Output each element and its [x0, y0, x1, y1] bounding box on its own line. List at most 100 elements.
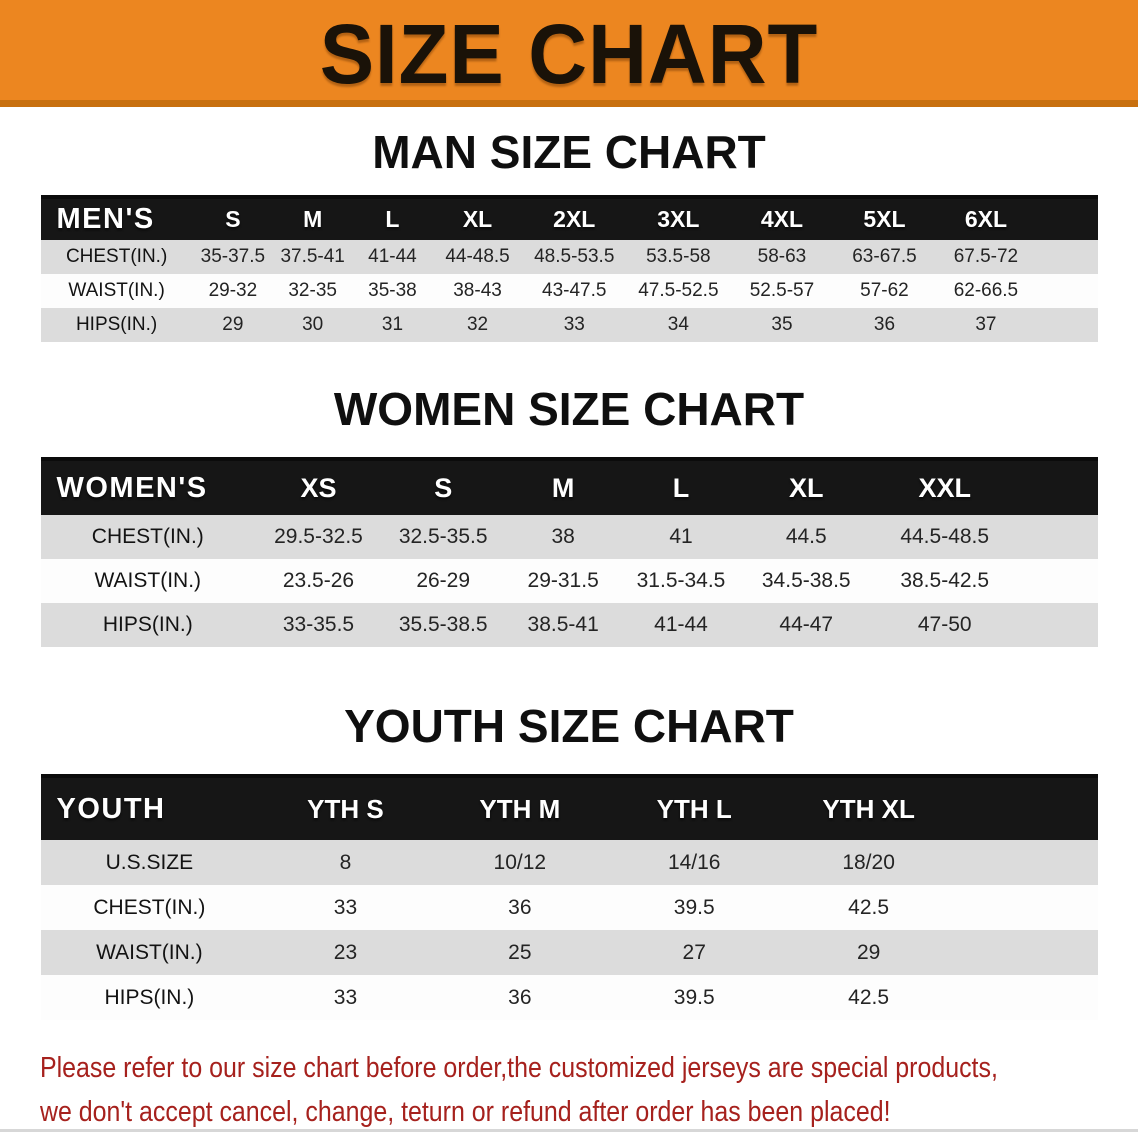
- size-value-cell: 36: [508, 895, 532, 919]
- table-header-row: MEN'S S M L XL 2XL 3XL 4XL 5XL 6XL: [40, 196, 1098, 240]
- size-value-cell: 39.5: [673, 895, 715, 919]
- size-column-header: YTH XL: [822, 793, 915, 824]
- size-value-cell: 58-63: [757, 245, 807, 267]
- size-value-cell: 47-50: [917, 613, 972, 637]
- size-value-cell: 25: [508, 940, 532, 964]
- size-column-header: 5XL: [863, 205, 906, 232]
- size-column-header: YTH S: [307, 793, 384, 824]
- size-value-cell: 31: [381, 313, 404, 335]
- size-value-cell: 44-47: [779, 613, 834, 637]
- size-column-header: L: [672, 472, 690, 503]
- measurement-row: CHEST(IN.) 33 36 39.5 42.5: [40, 885, 1098, 931]
- size-value-cell: 67.5-72: [953, 245, 1019, 267]
- size-value-cell: 26-29: [416, 569, 471, 593]
- measurement-row: U.S.SIZE 8 10/12 14/16 18/20: [40, 840, 1098, 886]
- size-value-cell: 30: [302, 313, 324, 335]
- measurement-row: HIPS(IN.) 33 36 39.5 42.5: [40, 975, 1098, 1021]
- size-value-cell: 34.5-38.5: [761, 569, 851, 593]
- size-column-header: L: [385, 205, 400, 232]
- size-value-cell: 37: [975, 313, 997, 335]
- size-value-cell: 31.5-34.5: [636, 569, 726, 593]
- size-value-cell: 63-67.5: [852, 245, 917, 267]
- size-value-cell: 29.5-32.5: [274, 525, 363, 549]
- size-value-cell: 33-35.5: [282, 613, 355, 637]
- section-women: WOMEN SIZE CHART WOMEN'S XS S M L XL XXL CHEST(…: [0, 384, 1138, 648]
- size-value-cell: 27: [682, 940, 706, 964]
- size-column-header: M: [303, 205, 323, 232]
- spacer-cell: [956, 975, 1098, 1020]
- spacer-cell: [956, 776, 1098, 840]
- size-value-cell: 10/12: [493, 850, 547, 874]
- size-value-cell: 44-48.5: [445, 245, 510, 267]
- spacer-cell: [1017, 515, 1097, 559]
- size-value-cell: 23.5-26: [282, 569, 355, 593]
- size-value-cell: 29-31.5: [527, 569, 599, 593]
- men-size-table: MEN'S S M L XL 2XL 3XL 4XL 5XL 6XL CHEST(IN.) 35-37…: [40, 194, 1098, 342]
- size-column-header: 4XL: [760, 205, 804, 232]
- size-value-cell: 42.5: [848, 895, 890, 919]
- size-value-cell: 38.5-42.5: [900, 569, 990, 593]
- size-column-header: 3XL: [657, 205, 700, 232]
- measurement-row: WAIST(IN.) 29-32 32-35 35-38 38-43 43-47.5 47.…: [40, 273, 1098, 308]
- section-heading-men: MAN SIZE CHART: [372, 126, 766, 178]
- size-value-cell: 29: [222, 313, 244, 335]
- size-column-header: 2XL: [553, 205, 596, 232]
- measurement-row: HIPS(IN.) 33-35.5 35.5-38.5 38.5-41 41-44 44-…: [40, 603, 1098, 648]
- size-value-cell: 33: [333, 985, 358, 1009]
- page-bottom-divider: [0, 1129, 1138, 1132]
- size-value-cell: 8: [339, 850, 352, 874]
- spacer-cell: [1036, 308, 1097, 342]
- size-column-header: XL: [788, 472, 824, 503]
- size-value-cell: 47.5-52.5: [638, 279, 719, 301]
- table-header-row: YOUTH YTH S YTH M YTH L YTH XL: [40, 776, 1098, 841]
- size-value-cell: 33: [333, 895, 358, 919]
- row-label: WAIST(IN.): [96, 940, 203, 964]
- size-value-cell: 39.5: [673, 985, 715, 1009]
- size-value-cell: 34: [667, 313, 689, 335]
- size-column-header: S: [434, 472, 453, 503]
- size-column-header: XL: [462, 205, 493, 232]
- row-label: HIPS(IN.): [75, 313, 158, 335]
- table-header-row: WOMEN'S XS S M L XL XXL: [40, 459, 1098, 516]
- size-value-cell: 36: [873, 313, 896, 335]
- spacer-cell: [1036, 240, 1097, 274]
- size-column-header: YTH L: [656, 793, 732, 824]
- section-youth: YOUTH SIZE CHART YOUTH YTH S YTH M YTH L YTH…: [0, 700, 1138, 1021]
- size-column-header: 6XL: [964, 205, 1008, 232]
- spacer-cell: [1017, 559, 1097, 603]
- women-table-title: WOMEN'S: [56, 471, 208, 504]
- size-column-header: XXL: [918, 472, 971, 503]
- size-value-cell: 41-44: [654, 613, 708, 637]
- size-value-cell: 23: [333, 940, 358, 964]
- size-value-cell: 35: [771, 313, 793, 335]
- size-value-cell: 44.5-48.5: [900, 525, 990, 549]
- size-column-header: S: [225, 205, 241, 232]
- women-size-table: WOMEN'S XS S M L XL XXL CHEST(IN.) 29.5-32.5 32.5…: [40, 457, 1098, 648]
- youth-table-title: YOUTH: [56, 792, 166, 825]
- spacer-cell: [956, 885, 1098, 930]
- measurement-row: CHEST(IN.) 35-37.5 37.5-41 41-44 44-48.5 48.5…: [40, 239, 1098, 274]
- spacer-cell: [1036, 197, 1097, 240]
- size-value-cell: 35-38: [368, 279, 417, 301]
- size-value-cell: 35.5-38.5: [398, 613, 488, 637]
- size-value-cell: 41: [669, 525, 693, 549]
- size-value-cell: 52.5-57: [749, 279, 815, 301]
- spacer-cell: [956, 930, 1098, 975]
- size-value-cell: 32.5-35.5: [398, 525, 488, 549]
- banner: SIZE CHART: [0, 0, 1138, 107]
- size-value-cell: 38-43: [453, 279, 502, 301]
- measurement-row: CHEST(IN.) 29.5-32.5 32.5-35.5 38 41 44.5 44.5…: [40, 515, 1098, 560]
- size-value-cell: 41-44: [368, 245, 417, 267]
- footer-note: Please refer to our size chart before or…: [40, 1046, 1138, 1132]
- size-value-cell: 29: [856, 940, 881, 964]
- row-label: CHEST(IN.): [65, 245, 168, 267]
- size-column-header: YTH M: [479, 793, 561, 824]
- spacer-cell: [1017, 603, 1097, 647]
- section-heading-youth: YOUTH SIZE CHART: [344, 700, 794, 753]
- spacer-cell: [1036, 274, 1097, 308]
- size-value-cell: 33: [563, 313, 585, 335]
- men-table-title: MEN'S: [56, 202, 155, 235]
- measurement-row: WAIST(IN.) 23.5-26 26-29 29-31.5 31.5-34.5 34…: [40, 559, 1098, 604]
- size-value-cell: 48.5-53.5: [534, 245, 615, 267]
- size-value-cell: 32: [466, 313, 489, 335]
